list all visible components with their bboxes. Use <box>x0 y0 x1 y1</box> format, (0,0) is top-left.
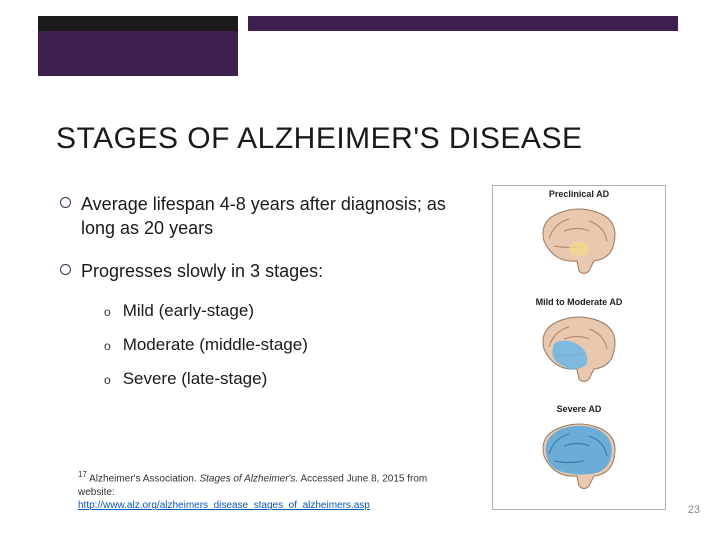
bullet-text: Average lifespan 4-8 years after diagnos… <box>81 192 450 241</box>
citation-author: Alzheimer's Association. <box>89 473 197 484</box>
citation-link[interactable]: http://www.alz.org/alzheimers_disease_st… <box>78 500 370 511</box>
bullet-item: Progresses slowly in 3 stages: <box>60 259 450 283</box>
bullet-text: Progresses slowly in 3 stages: <box>81 259 323 283</box>
stage-label: Severe AD <box>557 404 602 414</box>
sub-bullet-text: Mild (early-stage) <box>123 301 254 321</box>
brain-icon <box>529 416 629 494</box>
header-stripe <box>248 16 678 31</box>
brain-stage-mild-moderate: Mild to Moderate AD <box>493 294 665 402</box>
slide-title: STAGES OF ALZHEIMER'S DISEASE <box>56 122 582 156</box>
sub-bullet-marker: o <box>104 305 111 319</box>
bullet-item: Average lifespan 4-8 years after diagnos… <box>60 192 450 241</box>
brain-diagram-panel: Preclinical AD Mild to Moderate AD Sever… <box>492 185 666 510</box>
sub-bullet-list: o Mild (early-stage) o Moderate (middle-… <box>104 301 450 389</box>
sub-bullet-marker: o <box>104 339 111 353</box>
brain-icon <box>529 309 629 387</box>
slide-number: 23 <box>688 504 700 516</box>
stage-label: Preclinical AD <box>549 189 609 199</box>
sub-bullet-item: o Severe (late-stage) <box>104 369 450 389</box>
brain-stage-preclinical: Preclinical AD <box>493 186 665 294</box>
bullet-circle-icon <box>60 197 71 208</box>
citation-title: Stages of Alzheimer's. <box>199 473 298 484</box>
sub-bullet-marker: o <box>104 373 111 387</box>
header-accent <box>0 0 720 100</box>
stage-label: Mild to Moderate AD <box>536 297 623 307</box>
citation-ref-num: 17 <box>78 470 87 479</box>
brain-icon <box>529 201 629 279</box>
citation-footnote: 17 Alzheimer's Association. Stages of Al… <box>78 470 448 513</box>
brain-stage-severe: Severe AD <box>493 401 665 509</box>
body-content: Average lifespan 4-8 years after diagnos… <box>60 192 450 403</box>
sub-bullet-text: Severe (late-stage) <box>123 369 268 389</box>
sub-bullet-item: o Moderate (middle-stage) <box>104 335 450 355</box>
bullet-circle-icon <box>60 264 71 275</box>
sub-bullet-text: Moderate (middle-stage) <box>123 335 308 355</box>
sub-bullet-item: o Mild (early-stage) <box>104 301 450 321</box>
header-block-black <box>38 16 238 31</box>
